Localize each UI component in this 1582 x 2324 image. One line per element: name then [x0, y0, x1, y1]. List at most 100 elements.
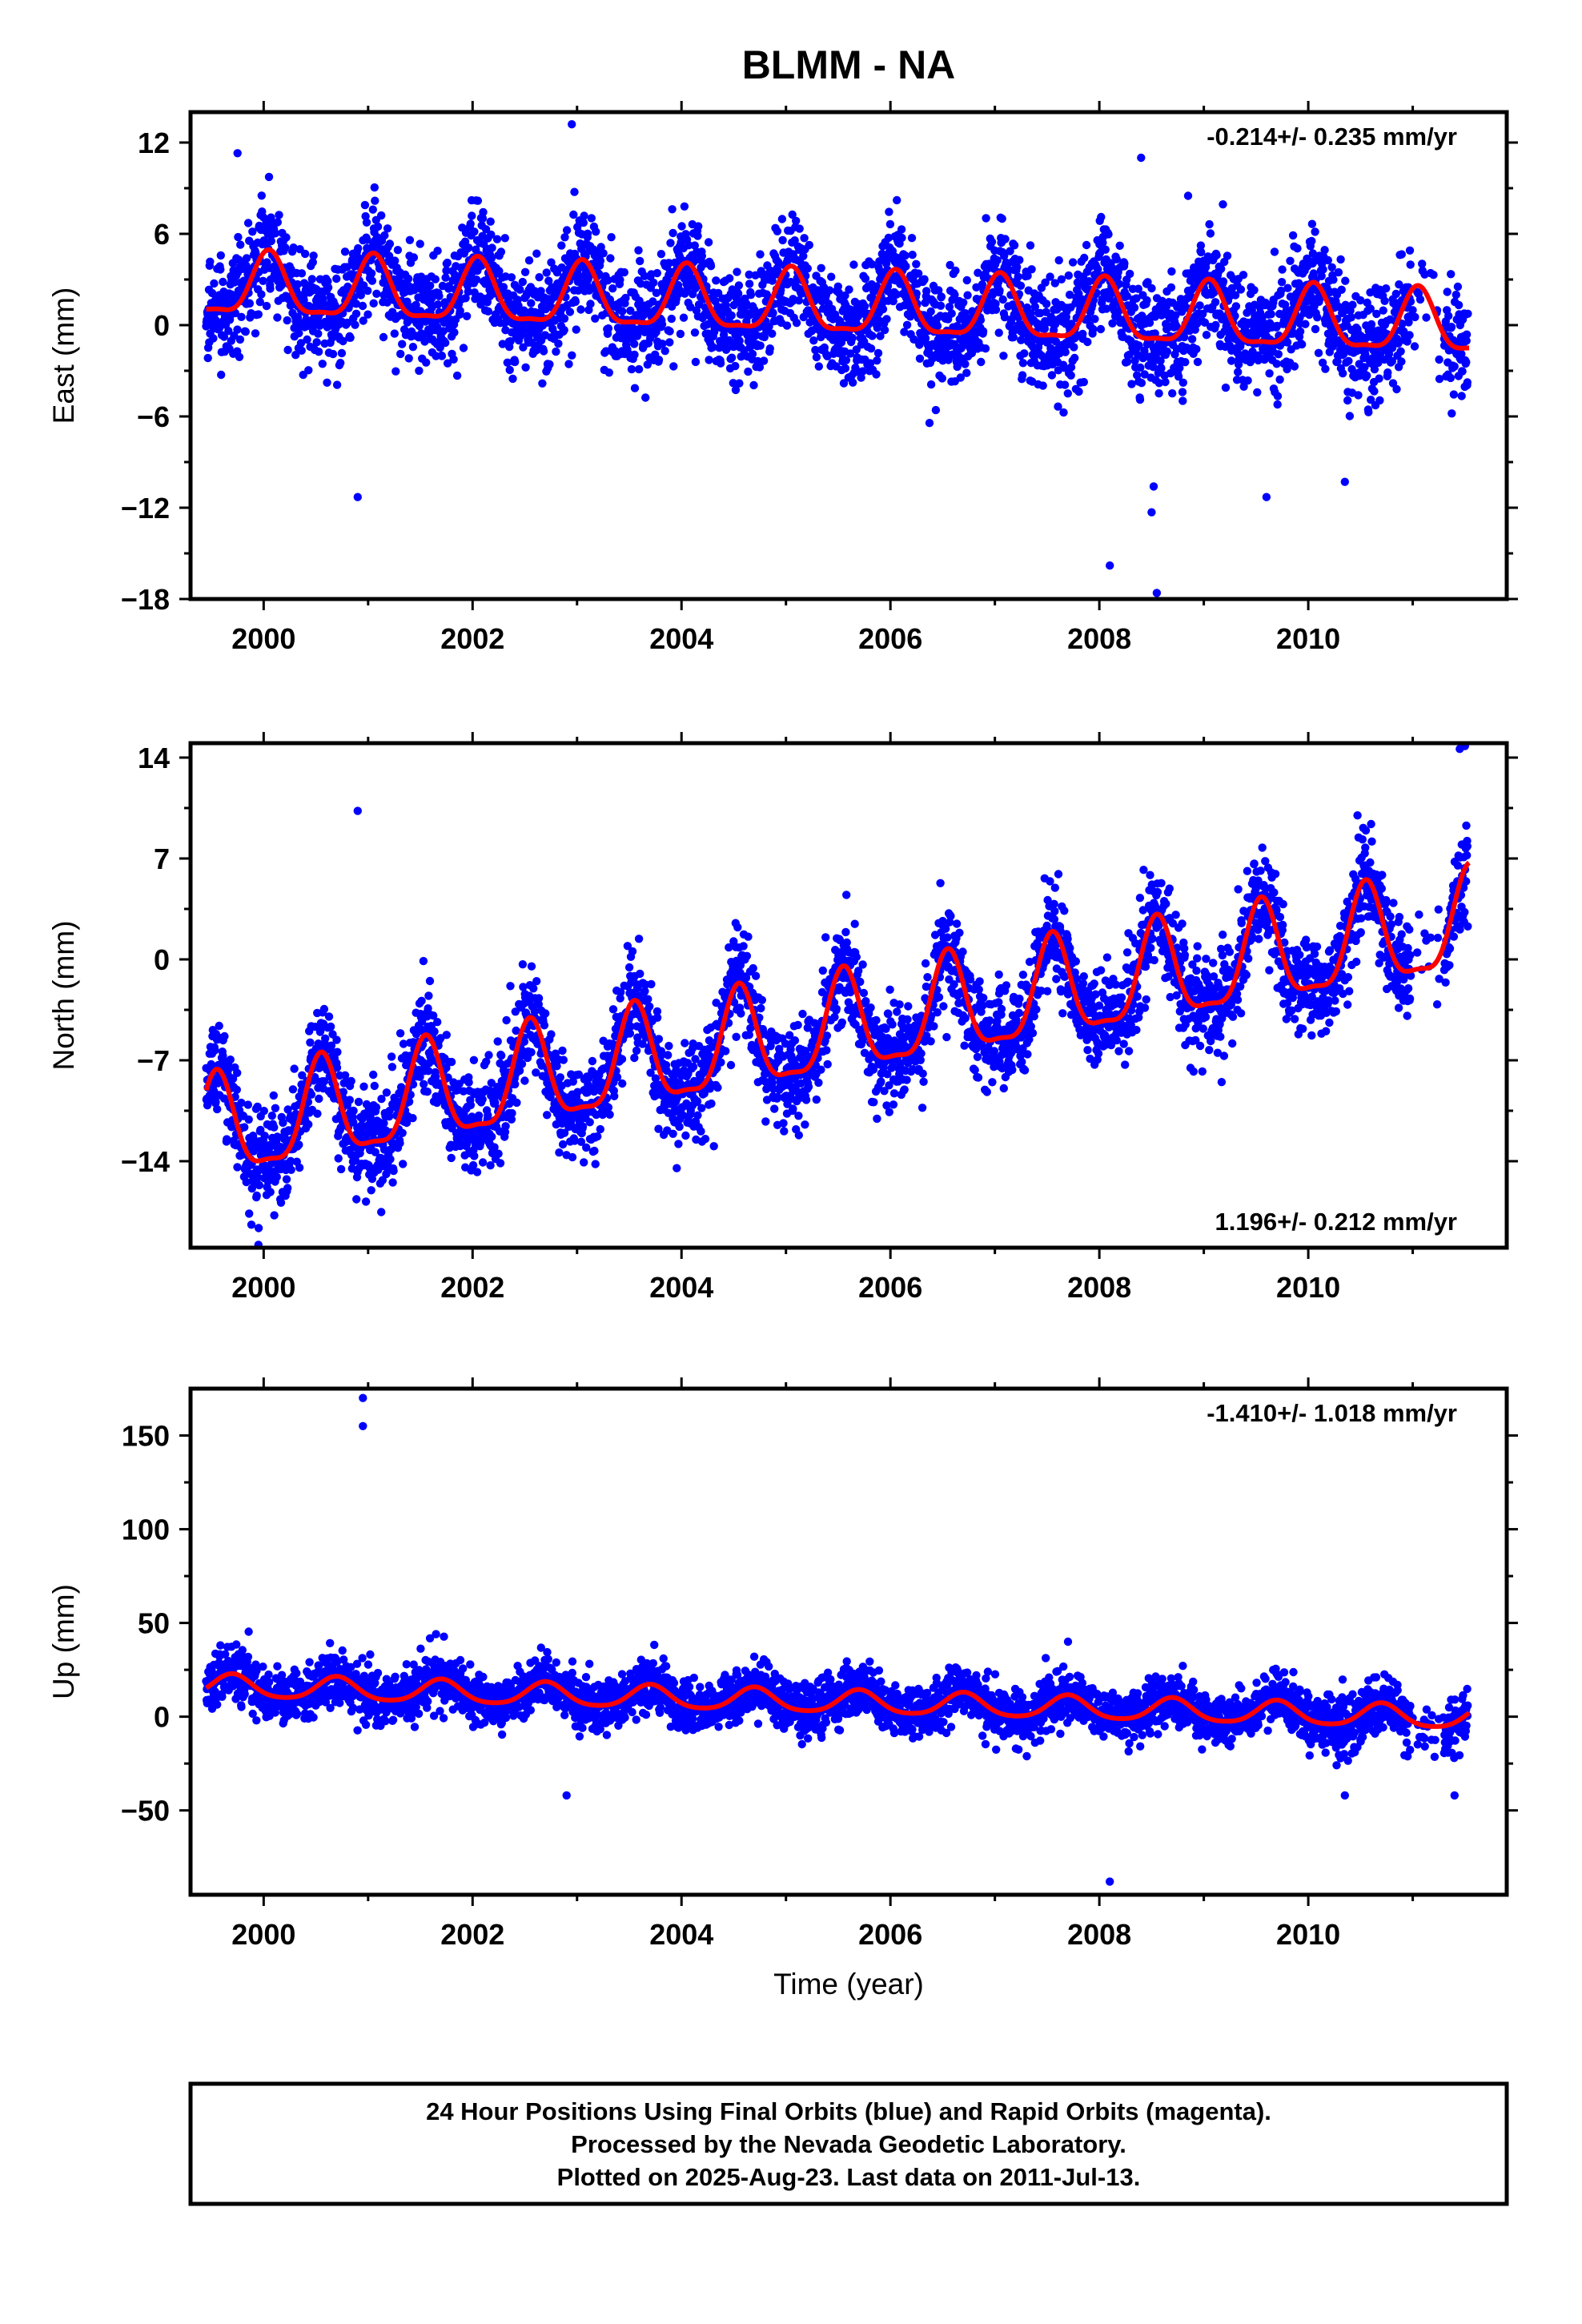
- data-point: [456, 306, 464, 316]
- data-point: [254, 1224, 263, 1232]
- data-point: [876, 332, 885, 340]
- data-point: [596, 243, 605, 251]
- data-point: [236, 240, 245, 249]
- data-point: [1323, 255, 1333, 265]
- data-point: [978, 280, 987, 289]
- east-plot-frame: [188, 110, 1509, 601]
- data-point: [1210, 288, 1219, 297]
- data-point: [1205, 219, 1214, 229]
- data-point: [468, 211, 476, 220]
- data-point: [1283, 364, 1291, 374]
- data-point: [669, 362, 678, 371]
- data-point: [371, 196, 379, 205]
- data-point: [1398, 320, 1407, 328]
- data-point: [885, 207, 893, 216]
- data-point: [372, 289, 381, 298]
- data-point: [1023, 271, 1032, 280]
- data-point: [210, 279, 219, 288]
- data-point: [706, 262, 716, 271]
- data-point: [788, 210, 797, 219]
- data-point: [658, 340, 667, 348]
- data-point: [377, 1095, 386, 1104]
- data-point: [579, 218, 588, 227]
- data-point: [340, 247, 350, 256]
- data-point: [441, 273, 450, 282]
- data-point: [735, 379, 744, 388]
- data-point: [488, 1132, 496, 1141]
- data-point: [266, 284, 275, 293]
- data-point: [902, 320, 912, 329]
- data-point: [293, 279, 302, 289]
- data-point: [431, 275, 440, 283]
- data-point: [487, 254, 496, 263]
- data-point: [494, 1149, 503, 1158]
- data-point: [1443, 287, 1452, 296]
- data-point: [390, 329, 399, 338]
- data-point: [425, 976, 435, 986]
- data-point: [267, 1112, 276, 1120]
- data-point: [749, 380, 758, 390]
- data-point: [1370, 365, 1379, 374]
- data-point: [547, 258, 556, 267]
- data-point: [287, 1165, 295, 1175]
- data-point: [945, 303, 954, 312]
- data-point: [1458, 367, 1467, 376]
- data-point: [1236, 285, 1246, 294]
- data-point: [634, 246, 643, 255]
- x-tick-label: 2010: [1276, 622, 1340, 655]
- data-point: [998, 295, 1007, 304]
- data-point: [626, 306, 635, 316]
- data-point: [271, 229, 280, 238]
- data-point: [367, 276, 377, 285]
- data-point: [303, 335, 311, 344]
- data-point: [441, 338, 450, 348]
- data-point: [841, 291, 849, 300]
- data-point: [387, 1052, 396, 1061]
- data-point: [1313, 313, 1322, 322]
- data-point: [873, 348, 883, 358]
- data-point: [1463, 378, 1472, 387]
- data-point: [588, 1056, 597, 1066]
- data-point: [541, 1009, 550, 1018]
- data-point: [586, 300, 595, 308]
- data-point: [1192, 344, 1201, 354]
- data-point: [848, 333, 857, 343]
- data-point: [1168, 389, 1177, 398]
- data-point: [667, 314, 676, 324]
- data-point: [946, 260, 954, 270]
- data-point: [733, 289, 743, 298]
- data-point: [1162, 347, 1172, 356]
- data-point: [1142, 296, 1151, 305]
- data-point: [744, 367, 753, 376]
- data-point: [1090, 315, 1099, 324]
- data-point: [635, 296, 644, 305]
- data-point: [1283, 338, 1292, 347]
- data-point: [346, 333, 355, 342]
- data-point: [245, 1209, 254, 1218]
- data-point: [1311, 324, 1320, 334]
- data-point: [295, 1163, 304, 1172]
- data-point: [1018, 371, 1027, 380]
- data-point: [1329, 275, 1338, 284]
- data-point: [1000, 313, 1010, 322]
- data-point: [733, 267, 741, 276]
- data-point: [491, 1098, 500, 1107]
- data-point: [1272, 360, 1281, 368]
- data-point: [725, 274, 734, 283]
- data-point: [1363, 371, 1371, 380]
- data-point: [515, 1066, 524, 1076]
- data-point: [345, 1096, 354, 1104]
- data-point: [209, 334, 218, 343]
- data-point: [866, 344, 876, 353]
- data-point: [1347, 313, 1356, 322]
- data-point: [419, 956, 428, 966]
- data-point: [994, 328, 1003, 337]
- data-point: [514, 301, 523, 310]
- data-point: [534, 999, 543, 1009]
- data-point: [582, 1143, 591, 1152]
- data-point: [885, 219, 895, 229]
- data-point: [704, 238, 713, 247]
- data-point: [618, 307, 627, 316]
- data-point: [505, 365, 514, 375]
- data-point: [1220, 257, 1229, 267]
